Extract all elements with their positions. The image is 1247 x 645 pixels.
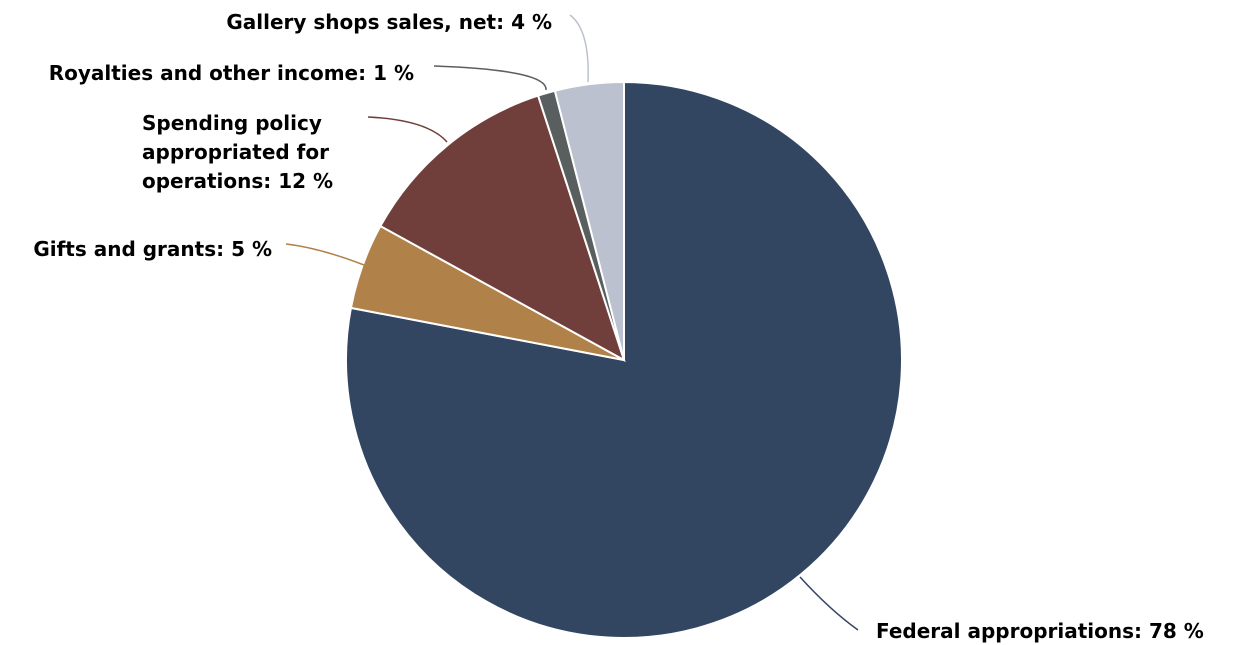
slice-label-gifts-and-grants: Gifts and grants: 5 %	[33, 237, 272, 261]
pie-slice-federal-appropriations	[345, 80, 903, 639]
pie-slice-gallery-shops	[553, 80, 625, 361]
connector-royalties	[433, 65, 547, 91]
slice-label-spending-policy: Spending policy appropriated for operati…	[142, 111, 336, 193]
pie-slices	[345, 80, 903, 639]
pie-slice-spending-policy	[379, 94, 626, 363]
connector-spending-policy	[367, 116, 448, 143]
connector-gifts-and-grants	[285, 243, 365, 266]
connector-federal-appropriations	[799, 576, 859, 631]
connector-gallery-shops	[569, 14, 589, 83]
slice-label-gallery-shops: Gallery shops sales, net: 4 %	[226, 10, 552, 34]
slice-label-federal-appropriations: Federal appropriations: 78 %	[876, 619, 1204, 643]
label-connectors	[285, 14, 859, 631]
slice-label-royalties: Royalties and other income: 1 %	[49, 61, 414, 85]
